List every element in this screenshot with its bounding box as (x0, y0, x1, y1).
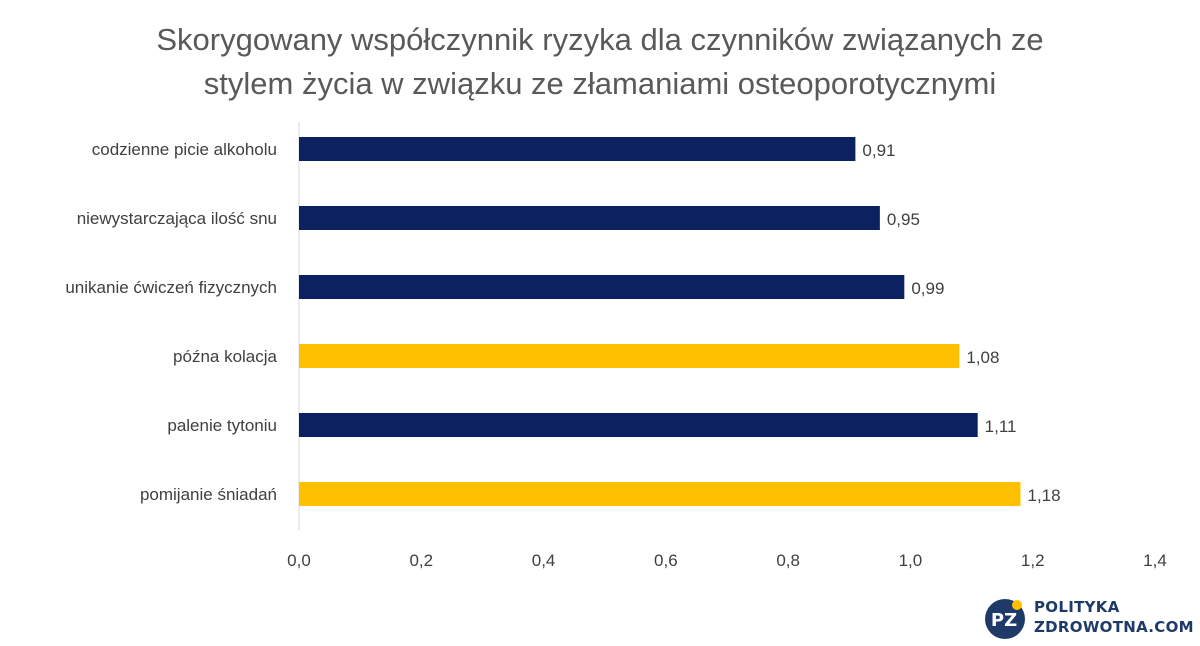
x-tick-label: 0,4 (532, 551, 556, 570)
site-logo: PZ POLITYKA ZDROWOTNA.COM (984, 594, 1194, 642)
pz-badge-text: PZ (991, 610, 1017, 631)
category-label: palenie tytoniu (167, 416, 277, 435)
x-tick-label: 0,0 (287, 551, 311, 570)
x-tick-label: 0,6 (654, 551, 678, 570)
bar (299, 137, 856, 161)
x-tick-label: 1,4 (1143, 551, 1167, 570)
category-label: codzienne picie alkoholu (92, 140, 277, 159)
category-label: niewystarczająca ilość snu (77, 209, 277, 228)
x-tick-label: 0,2 (409, 551, 433, 570)
bar (299, 275, 905, 299)
chart-title: Skorygowany współczynnik ryzyka dla czyn… (0, 18, 1200, 106)
chart-title-line-2: stylem życia w związku ze złamaniami ost… (203, 66, 997, 101)
data-label: 1,11 (985, 417, 1017, 436)
category-label: pomijanie śniadań (140, 485, 277, 504)
category-label: późna kolacja (173, 347, 278, 366)
pz-badge-icon: PZ (985, 599, 1025, 639)
data-label: 0,95 (887, 210, 920, 229)
data-label: 1,18 (1027, 486, 1060, 505)
logo-line-2: ZDROWOTNA.COM (1034, 618, 1194, 636)
chart-title-line-1: Skorygowany współczynnik ryzyka dla czyn… (156, 22, 1044, 57)
data-label: 0,99 (911, 279, 944, 298)
data-label: 1,08 (966, 348, 999, 367)
data-label: 0,91 (862, 141, 895, 160)
logo-wordmark: POLITYKA ZDROWOTNA.COM (1034, 597, 1194, 637)
bar (299, 413, 978, 437)
x-tick-label: 1,0 (899, 551, 923, 570)
logo-line-1: POLITYKA (1034, 598, 1120, 616)
x-tick-label: 0,8 (776, 551, 800, 570)
bar (299, 206, 880, 230)
bar (299, 344, 960, 368)
bar (299, 482, 1021, 506)
x-tick-label: 1,2 (1021, 551, 1045, 570)
category-label: unikanie ćwiczeń fizycznych (65, 278, 277, 297)
